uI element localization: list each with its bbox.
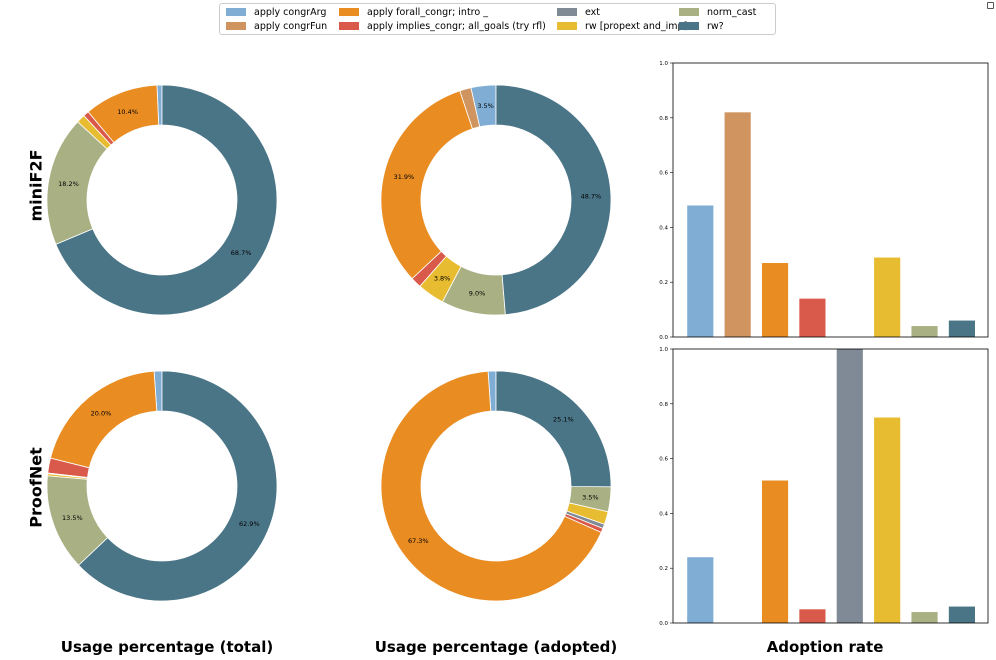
bar bbox=[911, 612, 938, 623]
legend-swatch bbox=[339, 21, 359, 30]
legend-label: rw [propext and_imp] bbox=[585, 21, 688, 32]
bar bbox=[836, 349, 863, 623]
legend-label: rw? bbox=[707, 21, 724, 32]
slice-label: 18.2% bbox=[58, 180, 79, 188]
legend-item: apply forall_congr; intro _ bbox=[339, 6, 488, 19]
bar bbox=[724, 112, 751, 337]
y-tick-label: 0.2 bbox=[659, 566, 668, 572]
bar-chart: 0.0 0.2 0.4 0.6 0.8 1.0 bbox=[659, 61, 989, 341]
chart-legend: apply congrArg apply congrFun apply forall… bbox=[219, 3, 776, 35]
legend-item: apply congrFun bbox=[226, 20, 327, 33]
y-tick-label: 1.0 bbox=[659, 61, 668, 67]
donut-slice bbox=[380, 90, 473, 280]
legend-label: apply implies_congr; all_goals (try rfl) bbox=[367, 21, 546, 32]
legend-item: rw? bbox=[679, 20, 724, 33]
y-tick-label: 0.4 bbox=[659, 225, 668, 231]
y-tick-label: 0.6 bbox=[659, 171, 668, 177]
slice-label: 62.9% bbox=[239, 520, 260, 528]
donut-chart: 67.3% 3.5% 25.1% bbox=[380, 370, 612, 602]
bar bbox=[911, 326, 938, 337]
legend-swatch bbox=[557, 7, 577, 16]
bar bbox=[799, 298, 826, 337]
legend-swatch bbox=[226, 21, 246, 30]
donut-slice bbox=[49, 370, 158, 469]
slice-label: 3.5% bbox=[477, 102, 494, 110]
bar bbox=[761, 480, 789, 623]
slice-label: 68.7% bbox=[231, 249, 252, 257]
slice-label: 3.5% bbox=[582, 494, 599, 502]
donut-slice bbox=[380, 370, 602, 602]
bar bbox=[799, 609, 826, 623]
slice-label: 20.0% bbox=[91, 410, 112, 418]
slice-label: 13.5% bbox=[62, 514, 83, 522]
slice-label: 67.3% bbox=[408, 537, 429, 545]
donut-slice bbox=[78, 370, 278, 602]
legend-label: ext bbox=[585, 7, 601, 18]
legend-label: norm_cast bbox=[707, 7, 757, 18]
legend-item: rw [propext and_imp] bbox=[557, 20, 687, 33]
legend-swatch bbox=[679, 21, 699, 30]
y-tick-label: 0.8 bbox=[659, 402, 668, 408]
legend-swatch bbox=[226, 7, 246, 16]
bar bbox=[761, 263, 789, 337]
y-tick-label: 1.0 bbox=[659, 347, 668, 353]
plot-frame bbox=[672, 62, 989, 338]
legend-item: apply implies_congr; all_goals (try rfl) bbox=[339, 20, 546, 33]
bar bbox=[687, 205, 714, 337]
donut-slice bbox=[495, 370, 612, 488]
legend-label: apply congrFun bbox=[254, 21, 328, 32]
donut-chart: 10.4% 18.2% 68.7% bbox=[46, 84, 278, 316]
y-tick-label: 0.8 bbox=[659, 116, 668, 122]
y-tick-label: 0.0 bbox=[659, 621, 668, 627]
legend-label: apply congrArg bbox=[254, 7, 327, 18]
figure-corner-marker bbox=[987, 2, 994, 9]
plot-frame bbox=[672, 348, 989, 624]
donut-slice bbox=[55, 84, 278, 316]
slice-label: 10.4% bbox=[117, 108, 138, 116]
column-label-adoption-rate: Adoption rate bbox=[766, 638, 884, 656]
legend-item: apply congrArg bbox=[226, 6, 326, 19]
slice-label: 31.9% bbox=[394, 173, 415, 181]
y-tick-label: 0.4 bbox=[659, 511, 668, 517]
bar-chart: 0.0 0.2 0.4 0.6 0.8 1.0 bbox=[659, 347, 989, 627]
bar bbox=[687, 557, 714, 623]
legend-swatch bbox=[557, 21, 577, 30]
legend-label: apply forall_congr; intro _ bbox=[367, 7, 488, 18]
bar bbox=[948, 320, 975, 337]
legend-item: norm_cast bbox=[679, 6, 756, 19]
legend-item: ext bbox=[557, 6, 600, 19]
legend-swatch bbox=[679, 7, 699, 16]
y-tick-label: 0.0 bbox=[659, 335, 668, 341]
donut-chart: 20.0% 13.5% 62.9% bbox=[46, 370, 278, 602]
donut-chart: 3.5% 31.9% 3.8% 9.0% 48.7% bbox=[380, 84, 612, 316]
y-tick-label: 0.2 bbox=[659, 280, 668, 286]
y-tick-label: 0.6 bbox=[659, 457, 668, 463]
donut-slice bbox=[495, 84, 612, 316]
column-label-usage-adopted: Usage percentage (adopted) bbox=[374, 638, 618, 656]
bar bbox=[874, 417, 901, 623]
bar bbox=[948, 606, 975, 623]
slice-label: 25.1% bbox=[553, 416, 574, 424]
slice-label: 9.0% bbox=[469, 290, 486, 298]
column-label-usage-total: Usage percentage (total) bbox=[60, 638, 274, 656]
bar bbox=[874, 257, 901, 337]
slice-label: 3.8% bbox=[434, 275, 451, 283]
slice-label: 48.7% bbox=[581, 193, 602, 201]
legend-swatch bbox=[339, 7, 359, 16]
